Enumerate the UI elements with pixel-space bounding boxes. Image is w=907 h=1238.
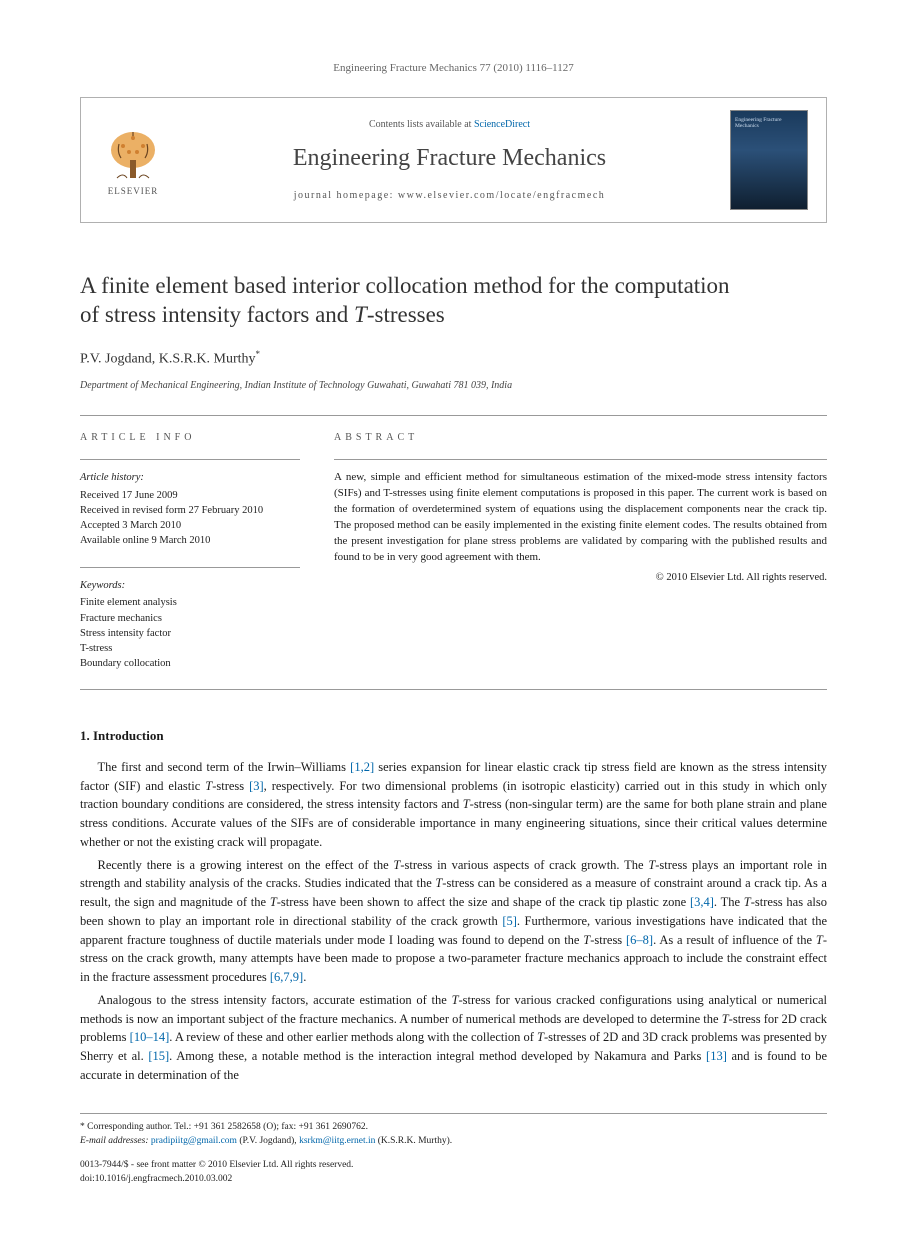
keywords-head: Keywords: bbox=[80, 578, 300, 594]
journal-masthead: ELSEVIER Contents lists available at Sci… bbox=[80, 97, 827, 223]
title-line2-prefix: of stress intensity factors and bbox=[80, 302, 354, 327]
corr-mark: * bbox=[256, 349, 261, 359]
keyword-item: T-stress bbox=[80, 641, 300, 656]
history-item: Available online 9 March 2010 bbox=[80, 533, 300, 548]
p3-a: Analogous to the stress intensity factor… bbox=[98, 993, 452, 1007]
rule-info bbox=[80, 459, 300, 460]
contents-prefix: Contents lists available at bbox=[369, 119, 474, 130]
p2-f: . The bbox=[714, 895, 744, 909]
keyword-item: Fracture mechanics bbox=[80, 611, 300, 626]
front-matter-line: 0013-7944/$ - see front matter © 2010 El… bbox=[80, 1158, 827, 1172]
ref-link[interactable]: [6–8] bbox=[626, 933, 653, 947]
p2-e: -stress have been shown to affect the si… bbox=[277, 895, 690, 909]
p2-j: . As a result of influence of the bbox=[653, 933, 816, 947]
ref-link[interactable]: [10–14] bbox=[130, 1030, 170, 1044]
abstract-head: ABSTRACT bbox=[334, 430, 827, 445]
history-item: Received in revised form 27 February 201… bbox=[80, 503, 300, 518]
footnotes: * Corresponding author. Tel.: +91 361 25… bbox=[80, 1113, 827, 1149]
p2-a: Recently there is a growing interest on … bbox=[98, 858, 394, 872]
authors: P.V. Jogdand, K.S.R.K. Murthy* bbox=[80, 348, 827, 370]
history-head: Article history: bbox=[80, 470, 300, 486]
article-info-column: ARTICLE INFO Article history: Received 1… bbox=[80, 430, 300, 671]
ref-link[interactable]: [3,4] bbox=[690, 895, 714, 909]
email-link[interactable]: ksrkm@iitg.ernet.in bbox=[299, 1136, 375, 1146]
rule-keywords bbox=[80, 567, 300, 568]
contents-line: Contents lists available at ScienceDirec… bbox=[183, 117, 716, 132]
ref-link[interactable]: [13] bbox=[706, 1049, 727, 1063]
abstract-text: A new, simple and efficient method for s… bbox=[334, 470, 827, 566]
p3-t3: T bbox=[537, 1030, 544, 1044]
title-line2-ital: T bbox=[354, 302, 367, 327]
p2-t5: T bbox=[744, 895, 751, 909]
email1-who: (P.V. Jogdand), bbox=[237, 1136, 299, 1146]
ref-link[interactable]: [5] bbox=[502, 914, 517, 928]
p2-i: -stress bbox=[590, 933, 626, 947]
ref-link[interactable]: [1,2] bbox=[350, 760, 374, 774]
affiliation: Department of Mechanical Engineering, In… bbox=[80, 378, 827, 393]
p1-c: -stress bbox=[212, 779, 249, 793]
copyright-line: © 2010 Elsevier Ltd. All rights reserved… bbox=[334, 570, 827, 586]
article-title: A finite element based interior collocat… bbox=[80, 271, 827, 331]
ref-link[interactable]: [3] bbox=[249, 779, 264, 793]
keyword-item: Stress intensity factor bbox=[80, 626, 300, 641]
elsevier-wordmark: ELSEVIER bbox=[108, 185, 159, 199]
history-list: Received 17 June 2009 Received in revise… bbox=[80, 488, 300, 549]
elsevier-logo: ELSEVIER bbox=[97, 121, 169, 199]
doi-line: doi:10.1016/j.engfracmech.2010.03.002 bbox=[80, 1172, 827, 1186]
email-link[interactable]: pradipiitg@gmail.com bbox=[151, 1136, 237, 1146]
abstract-column: ABSTRACT A new, simple and efficient met… bbox=[334, 430, 827, 671]
history-item: Received 17 June 2009 bbox=[80, 488, 300, 503]
p2-b: -stress in various aspects of crack grow… bbox=[400, 858, 648, 872]
p3-f: . Among these, a notable method is the i… bbox=[169, 1049, 706, 1063]
journal-homepage: journal homepage: www.elsevier.com/locat… bbox=[183, 188, 716, 203]
body-para-2: Recently there is a growing interest on … bbox=[80, 856, 827, 987]
title-line1: A finite element based interior collocat… bbox=[80, 273, 730, 298]
author-names: P.V. Jogdand, K.S.R.K. Murthy bbox=[80, 352, 256, 367]
doi-block: 0013-7944/$ - see front matter © 2010 El… bbox=[80, 1158, 827, 1187]
cover-title: Engineering Fracture Mechanics bbox=[735, 117, 803, 130]
p3-t1: T bbox=[452, 993, 459, 1007]
ref-link[interactable]: [6,7,9] bbox=[270, 970, 303, 984]
corr-author-note: * Corresponding author. Tel.: +91 361 25… bbox=[80, 1120, 827, 1134]
keyword-list: Finite element analysis Fracture mechani… bbox=[80, 595, 300, 671]
p1-t2: T bbox=[463, 797, 470, 811]
rule-abstract bbox=[334, 459, 827, 460]
p1-a: The first and second term of the Irwin–W… bbox=[98, 760, 351, 774]
article-info-head: ARTICLE INFO bbox=[80, 430, 300, 445]
journal-cover-thumb: Engineering Fracture Mechanics bbox=[730, 110, 808, 210]
title-line2-suffix: -stresses bbox=[367, 302, 445, 327]
keyword-item: Boundary collocation bbox=[80, 656, 300, 671]
keyword-item: Finite element analysis bbox=[80, 595, 300, 610]
ref-link[interactable]: [15] bbox=[148, 1049, 169, 1063]
rule-bottom bbox=[80, 689, 827, 690]
history-item: Accepted 3 March 2010 bbox=[80, 518, 300, 533]
running-head: Engineering Fracture Mechanics 77 (2010)… bbox=[80, 60, 827, 77]
p2-t4: T bbox=[270, 895, 277, 909]
section-1-head: 1. Introduction bbox=[80, 726, 827, 746]
p3-d: . A review of these and other earlier me… bbox=[169, 1030, 537, 1044]
email2-who: (K.S.R.K. Murthy). bbox=[375, 1136, 452, 1146]
journal-name: Engineering Fracture Mechanics bbox=[183, 140, 716, 176]
body-para-1: The first and second term of the Irwin–W… bbox=[80, 758, 827, 852]
email-label: E-mail addresses: bbox=[80, 1136, 149, 1146]
p3-t2: T bbox=[722, 1012, 729, 1026]
sciencedirect-link[interactable]: ScienceDirect bbox=[474, 119, 530, 130]
body-para-3: Analogous to the stress intensity factor… bbox=[80, 991, 827, 1085]
p2-l: . bbox=[303, 970, 306, 984]
p2-t7: T bbox=[816, 933, 823, 947]
elsevier-tree-icon bbox=[103, 130, 163, 182]
email-line: E-mail addresses: pradipiitg@gmail.com (… bbox=[80, 1134, 827, 1148]
